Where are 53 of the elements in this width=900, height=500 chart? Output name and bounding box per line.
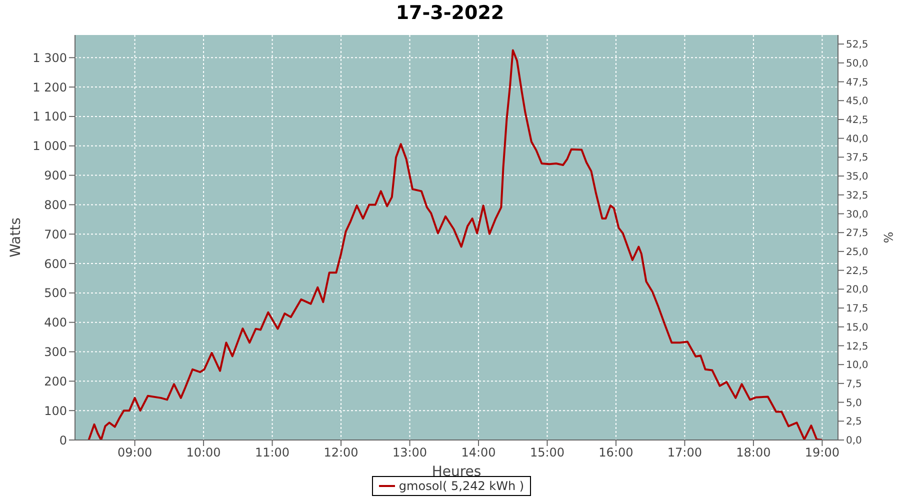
- y2-tick-label: 17,5: [846, 304, 868, 315]
- y-tick-label: 1 300: [32, 50, 67, 65]
- x-tick-label: 09:00: [118, 446, 152, 460]
- x-tick-label: 18:00: [736, 446, 771, 460]
- y2-tick-label: 45,0: [846, 96, 868, 108]
- y2-tick-label: 32,5: [846, 190, 868, 202]
- y-tick-label: 1 000: [32, 139, 67, 154]
- chart-title: 17-3-2022: [394, 2, 506, 24]
- y-tick-label: 300: [44, 345, 67, 360]
- y2-tick-label: 50,0: [846, 58, 868, 70]
- x-tick-label: 12:00: [324, 446, 358, 460]
- y-tick-label: 1 100: [32, 110, 67, 124]
- y2-tick-label: 10,0: [846, 360, 868, 372]
- y2-tick-label: 15,0: [846, 322, 868, 334]
- y2-tick-label: 0,0: [846, 436, 862, 447]
- x-tick-label: 15:00: [530, 446, 565, 460]
- y2-tick-label: 42,5: [846, 115, 868, 126]
- y2-tick-label: 47,5: [846, 77, 868, 88]
- y2-tick-label: 20,0: [846, 284, 868, 296]
- y2-tick-label: 7,5: [846, 378, 862, 390]
- y2-tick-label: 5,0: [846, 398, 862, 409]
- line-series: [88, 49, 824, 440]
- y2-tick-label: 27,5: [846, 228, 868, 240]
- y-tick-label: 200: [44, 374, 67, 388]
- y-tick-label: 0: [59, 433, 67, 448]
- y-tick-label: 600: [44, 256, 67, 271]
- y-tick-label: 800: [44, 198, 67, 212]
- x-tick-label: 14:00: [461, 446, 496, 460]
- y-tick-label: 400: [44, 316, 67, 330]
- y2-tick-label: 22,5: [846, 266, 868, 277]
- x-tick-label: 17:00: [667, 446, 702, 460]
- x-tick-label: 10:00: [186, 446, 221, 460]
- y2-tick-label: 40,0: [846, 134, 868, 145]
- y2-tick-label: 25,0: [846, 247, 868, 258]
- y2-tick-label: 30,0: [846, 209, 868, 220]
- y2-tick-label: 12,5: [846, 341, 868, 352]
- x-tick-label: 13:00: [392, 446, 428, 460]
- y2-tick-label: 52,5: [846, 40, 868, 51]
- y-tick-label: 900: [44, 168, 67, 183]
- y2-tick-label: 37,5: [846, 152, 868, 164]
- x-tick-label: 19:00: [804, 446, 840, 460]
- y-tick-label: 700: [44, 227, 67, 242]
- y-tick-label: 500: [44, 286, 67, 300]
- legend-label: gmosol( 5,242 kWh ): [398, 479, 524, 493]
- y-tick-label: 1 200: [32, 80, 67, 94]
- x-tick-label: 16:00: [598, 446, 634, 460]
- y2-tick-label: 2,5: [846, 416, 862, 428]
- y-tick-label: 100: [44, 404, 67, 418]
- y2-tick-label: 35,0: [846, 172, 868, 183]
- y2-axis-title: %: [880, 232, 895, 244]
- y-axis-title: Watts: [8, 218, 24, 258]
- x-tick-label: 11:00: [254, 446, 290, 460]
- x-axis-title: Heures: [432, 464, 482, 480]
